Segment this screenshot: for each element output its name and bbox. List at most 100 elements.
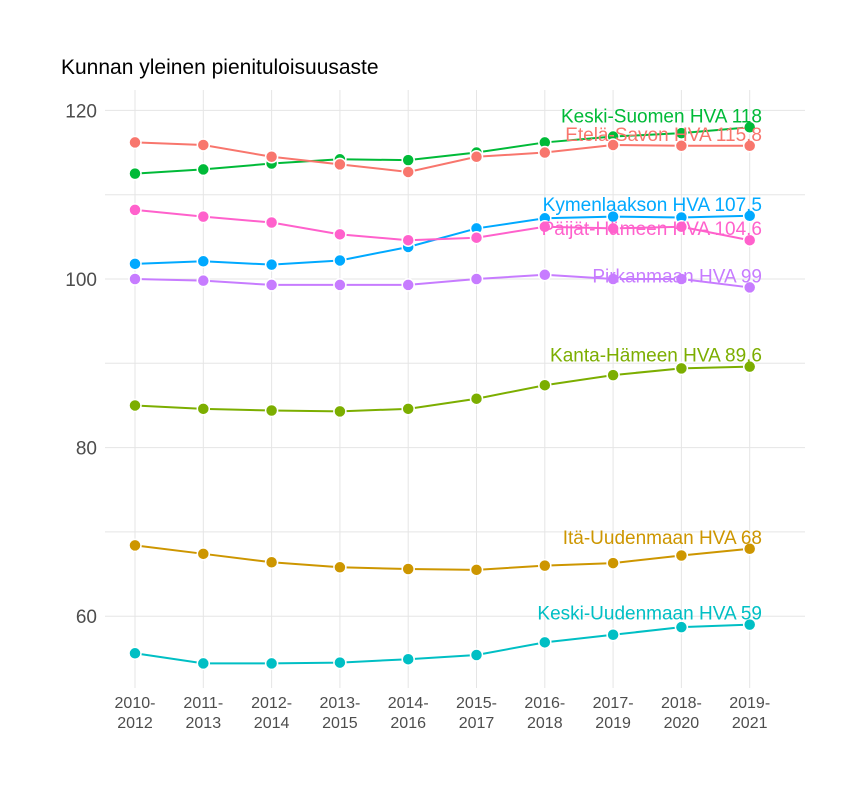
data-point (196, 273, 211, 288)
series-label: Itä-Uudenmaan HVA 68 (563, 528, 762, 549)
data-point (538, 219, 552, 234)
data-point (264, 257, 279, 272)
data-point (401, 153, 415, 167)
y-axis: 60 80 100 120 (65, 101, 97, 628)
series-label: Keski-Suomen HVA 118 (561, 106, 762, 127)
data-point (128, 135, 142, 150)
x-tick-label: 2011-2013 (183, 695, 223, 732)
data-point (333, 253, 347, 268)
data-point (469, 391, 484, 406)
data-point (401, 165, 415, 179)
series-label: Etelä-Savon HVA 115.8 (565, 125, 762, 146)
data-point (674, 219, 689, 234)
data-point (674, 548, 689, 563)
data-point (469, 272, 484, 286)
x-tick-label: 2019-2021 (729, 695, 770, 732)
data-point (742, 280, 757, 295)
x-tick-label: 2015-2017 (456, 695, 497, 732)
data-point (264, 150, 279, 164)
data-point (742, 617, 757, 632)
series-line (134, 365, 750, 413)
data-point (469, 563, 484, 577)
x-tick-label: 2013-2015 (319, 695, 360, 732)
data-point (128, 257, 142, 271)
data-point (128, 646, 142, 661)
data-point (128, 166, 142, 181)
data-point (606, 272, 620, 286)
series-label: Pirkanmaan HVA 99 (592, 266, 762, 287)
data-point (469, 150, 484, 164)
data-point (401, 562, 415, 576)
series-line (134, 623, 750, 665)
data-point (196, 209, 211, 224)
data-point (742, 139, 757, 153)
series-points (128, 120, 757, 671)
series-line (134, 544, 750, 571)
data-point (606, 368, 620, 382)
data-point (469, 648, 484, 662)
data-point (333, 278, 347, 292)
data-point (742, 120, 757, 135)
data-point (333, 157, 347, 172)
series-label: Päijät-Hämeen HVA 104.6 (542, 219, 762, 240)
data-point (128, 272, 142, 286)
data-point (264, 656, 279, 671)
data-point (128, 538, 142, 553)
x-tick-label: 2017-2019 (593, 695, 634, 732)
data-point (333, 560, 347, 575)
data-point (333, 227, 347, 242)
series-line (134, 126, 750, 175)
data-point (196, 138, 211, 152)
data-point (606, 627, 620, 642)
data-point (401, 233, 415, 247)
data-point (742, 233, 757, 247)
x-tick-label: 2010-2012 (115, 695, 156, 732)
x-axis: 2010-2012 2011-2013 2012-2014 2013-2015 2014… (115, 695, 771, 732)
data-point (742, 542, 757, 556)
y-tick-label: 100 (65, 270, 97, 291)
data-point (264, 555, 279, 569)
x-tick-label: 2012-2014 (251, 695, 292, 732)
series-label: Keski-Uudenmaan HVA 59 (537, 604, 762, 625)
y-tick-label: 120 (65, 101, 97, 122)
grid-lines (105, 90, 805, 688)
data-point (538, 635, 552, 650)
data-point (401, 652, 415, 666)
data-point (333, 655, 347, 670)
data-point (401, 402, 415, 416)
data-point (469, 230, 484, 245)
data-point (196, 656, 211, 671)
series-label: Kanta-Hämeen HVA 89.6 (550, 346, 762, 367)
data-point (128, 203, 142, 217)
data-point (674, 139, 689, 153)
data-point (674, 361, 689, 376)
y-tick-label: 80 (76, 439, 97, 460)
data-point (538, 268, 552, 282)
data-point (401, 278, 415, 292)
data-point (264, 278, 279, 292)
series-line (134, 273, 750, 289)
data-point (196, 254, 211, 269)
data-point (674, 272, 689, 286)
series-lines (134, 126, 750, 665)
data-point (606, 556, 620, 570)
series-line (134, 208, 750, 242)
chart-title: Kunnan yleinen pienituloisuusaste (61, 56, 379, 79)
data-point (264, 215, 279, 230)
data-point (538, 378, 552, 392)
series-line (134, 141, 750, 173)
x-tick-label: 2018-2020 (661, 695, 702, 732)
data-point (538, 558, 552, 573)
data-point (264, 403, 279, 418)
data-point (674, 620, 689, 634)
data-point (742, 359, 757, 374)
data-point (538, 145, 552, 160)
data-point (333, 404, 347, 419)
y-tick-label: 60 (76, 607, 97, 628)
data-point (196, 162, 211, 177)
data-point (196, 547, 211, 561)
data-point (606, 221, 620, 236)
data-point (742, 209, 757, 223)
